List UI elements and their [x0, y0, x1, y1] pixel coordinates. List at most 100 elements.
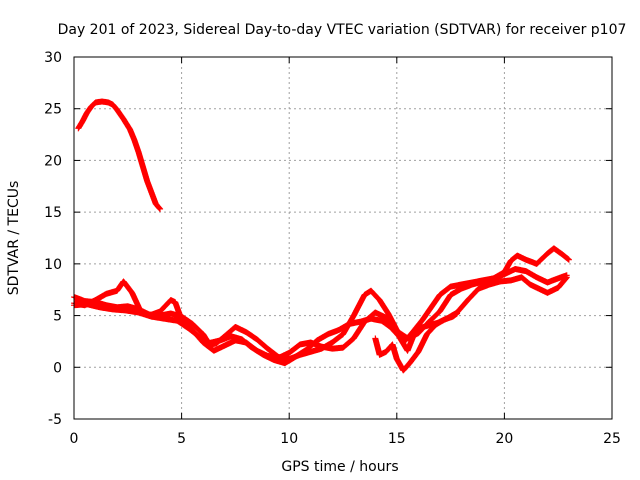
data-point-run — [114, 106, 127, 122]
data-point-run — [406, 349, 421, 367]
data-point-run — [464, 286, 482, 304]
data-point-run — [428, 292, 443, 311]
data-point — [563, 274, 570, 281]
data-point-run — [555, 274, 570, 291]
data-point-run — [423, 322, 439, 338]
x-tick-label: 25 — [603, 431, 621, 447]
data-point-run — [238, 336, 253, 350]
data-point-run — [120, 116, 133, 132]
x-tick-label: 10 — [280, 431, 298, 447]
data-point-run — [135, 309, 154, 320]
data-point-run — [527, 281, 542, 292]
data-point-run — [185, 324, 202, 339]
data-point-run — [92, 291, 109, 304]
data-point-run — [436, 292, 454, 315]
data-point-run — [152, 200, 163, 212]
data-point — [454, 310, 461, 317]
data-point-run — [281, 355, 296, 367]
data-point-run — [419, 304, 434, 323]
data-point-run — [447, 286, 464, 298]
data-point-run — [286, 341, 303, 356]
data-point-run — [324, 327, 342, 338]
data-point-run — [79, 110, 90, 125]
data-point-run — [139, 163, 150, 184]
data-point-run — [172, 299, 185, 323]
data-point-run — [335, 321, 352, 334]
data-point-run — [475, 281, 492, 292]
y-tick-label: 5 — [53, 309, 62, 325]
data-point-run — [210, 342, 228, 354]
data-point-run — [518, 274, 533, 288]
data-point-run — [436, 284, 454, 298]
y-tick-label: -5 — [48, 412, 62, 428]
y-tick-label: 0 — [53, 360, 62, 376]
data-point-run — [290, 347, 309, 361]
data-point-run — [329, 331, 346, 346]
data-point-run — [376, 297, 391, 316]
data-point-run — [350, 319, 368, 342]
data-point-run — [432, 317, 447, 328]
data-point-run — [247, 343, 266, 358]
x-tick-label: 20 — [495, 431, 513, 447]
data-point-run — [544, 284, 561, 296]
data-point-run — [260, 351, 277, 363]
chart-title: Day 201 of 2023, Sidereal Day-to-day VTE… — [58, 22, 627, 38]
data-points — [71, 98, 572, 374]
data-point-run — [253, 336, 271, 352]
data-point-run — [189, 320, 206, 337]
tick-labels: 0 5 10 15 20 25 -5 0 5 10 15 20 25 30 — [44, 50, 621, 447]
series-track-c — [71, 274, 570, 367]
x-tick-label: 15 — [388, 431, 406, 447]
data-point-run — [559, 251, 572, 263]
x-axis-label: GPS time / hours — [281, 459, 398, 475]
data-point-run — [426, 308, 443, 325]
y-tick-label: 25 — [44, 102, 62, 118]
data-point-run — [314, 331, 331, 344]
data-point-run — [415, 331, 430, 355]
plot-area-border — [73, 56, 613, 420]
x-tick-label: 0 — [70, 431, 79, 447]
x-tick-label: 5 — [177, 431, 186, 447]
data-point-run — [367, 287, 383, 303]
data-point-run — [376, 349, 389, 358]
data-point-run — [404, 326, 419, 354]
data-point-run — [135, 149, 146, 169]
data-point-run — [378, 317, 393, 330]
series-track-b — [71, 245, 572, 361]
grid — [74, 57, 612, 419]
data-point-run — [372, 335, 383, 358]
series-arc-early-high — [75, 98, 164, 213]
data-point-run — [350, 292, 368, 319]
data-point-run — [174, 317, 191, 331]
data-point — [157, 206, 164, 213]
data-point-run — [400, 360, 413, 374]
data-point-run — [243, 329, 260, 342]
data-point-run — [387, 323, 402, 339]
data-point-run — [501, 258, 514, 276]
data-point-run — [75, 118, 86, 132]
y-tick-label: 20 — [44, 153, 62, 169]
data-point-run — [490, 269, 507, 282]
y-tick-label: 15 — [44, 205, 62, 221]
data-point-run — [148, 189, 159, 207]
data-point-run — [550, 245, 565, 258]
data-point-run — [372, 309, 389, 321]
data-point-run — [232, 323, 249, 335]
data-point-run — [340, 335, 357, 351]
y-tick-label: 30 — [44, 50, 62, 66]
data-point-run — [303, 337, 320, 353]
data-point-run — [109, 101, 120, 113]
data-point-run — [126, 126, 137, 143]
data-point-run — [389, 341, 400, 362]
y-axis-label: SDTVAR / TECUs — [6, 181, 22, 296]
data-point-run — [129, 289, 144, 314]
data-point-run — [522, 268, 540, 280]
data-point-run — [157, 297, 174, 315]
data-point-run — [83, 104, 94, 116]
data-point-run — [120, 278, 135, 296]
data-point — [565, 256, 572, 263]
data-point-run — [275, 350, 292, 361]
y-tick-label: 10 — [44, 257, 62, 273]
data-point-run — [514, 252, 529, 263]
